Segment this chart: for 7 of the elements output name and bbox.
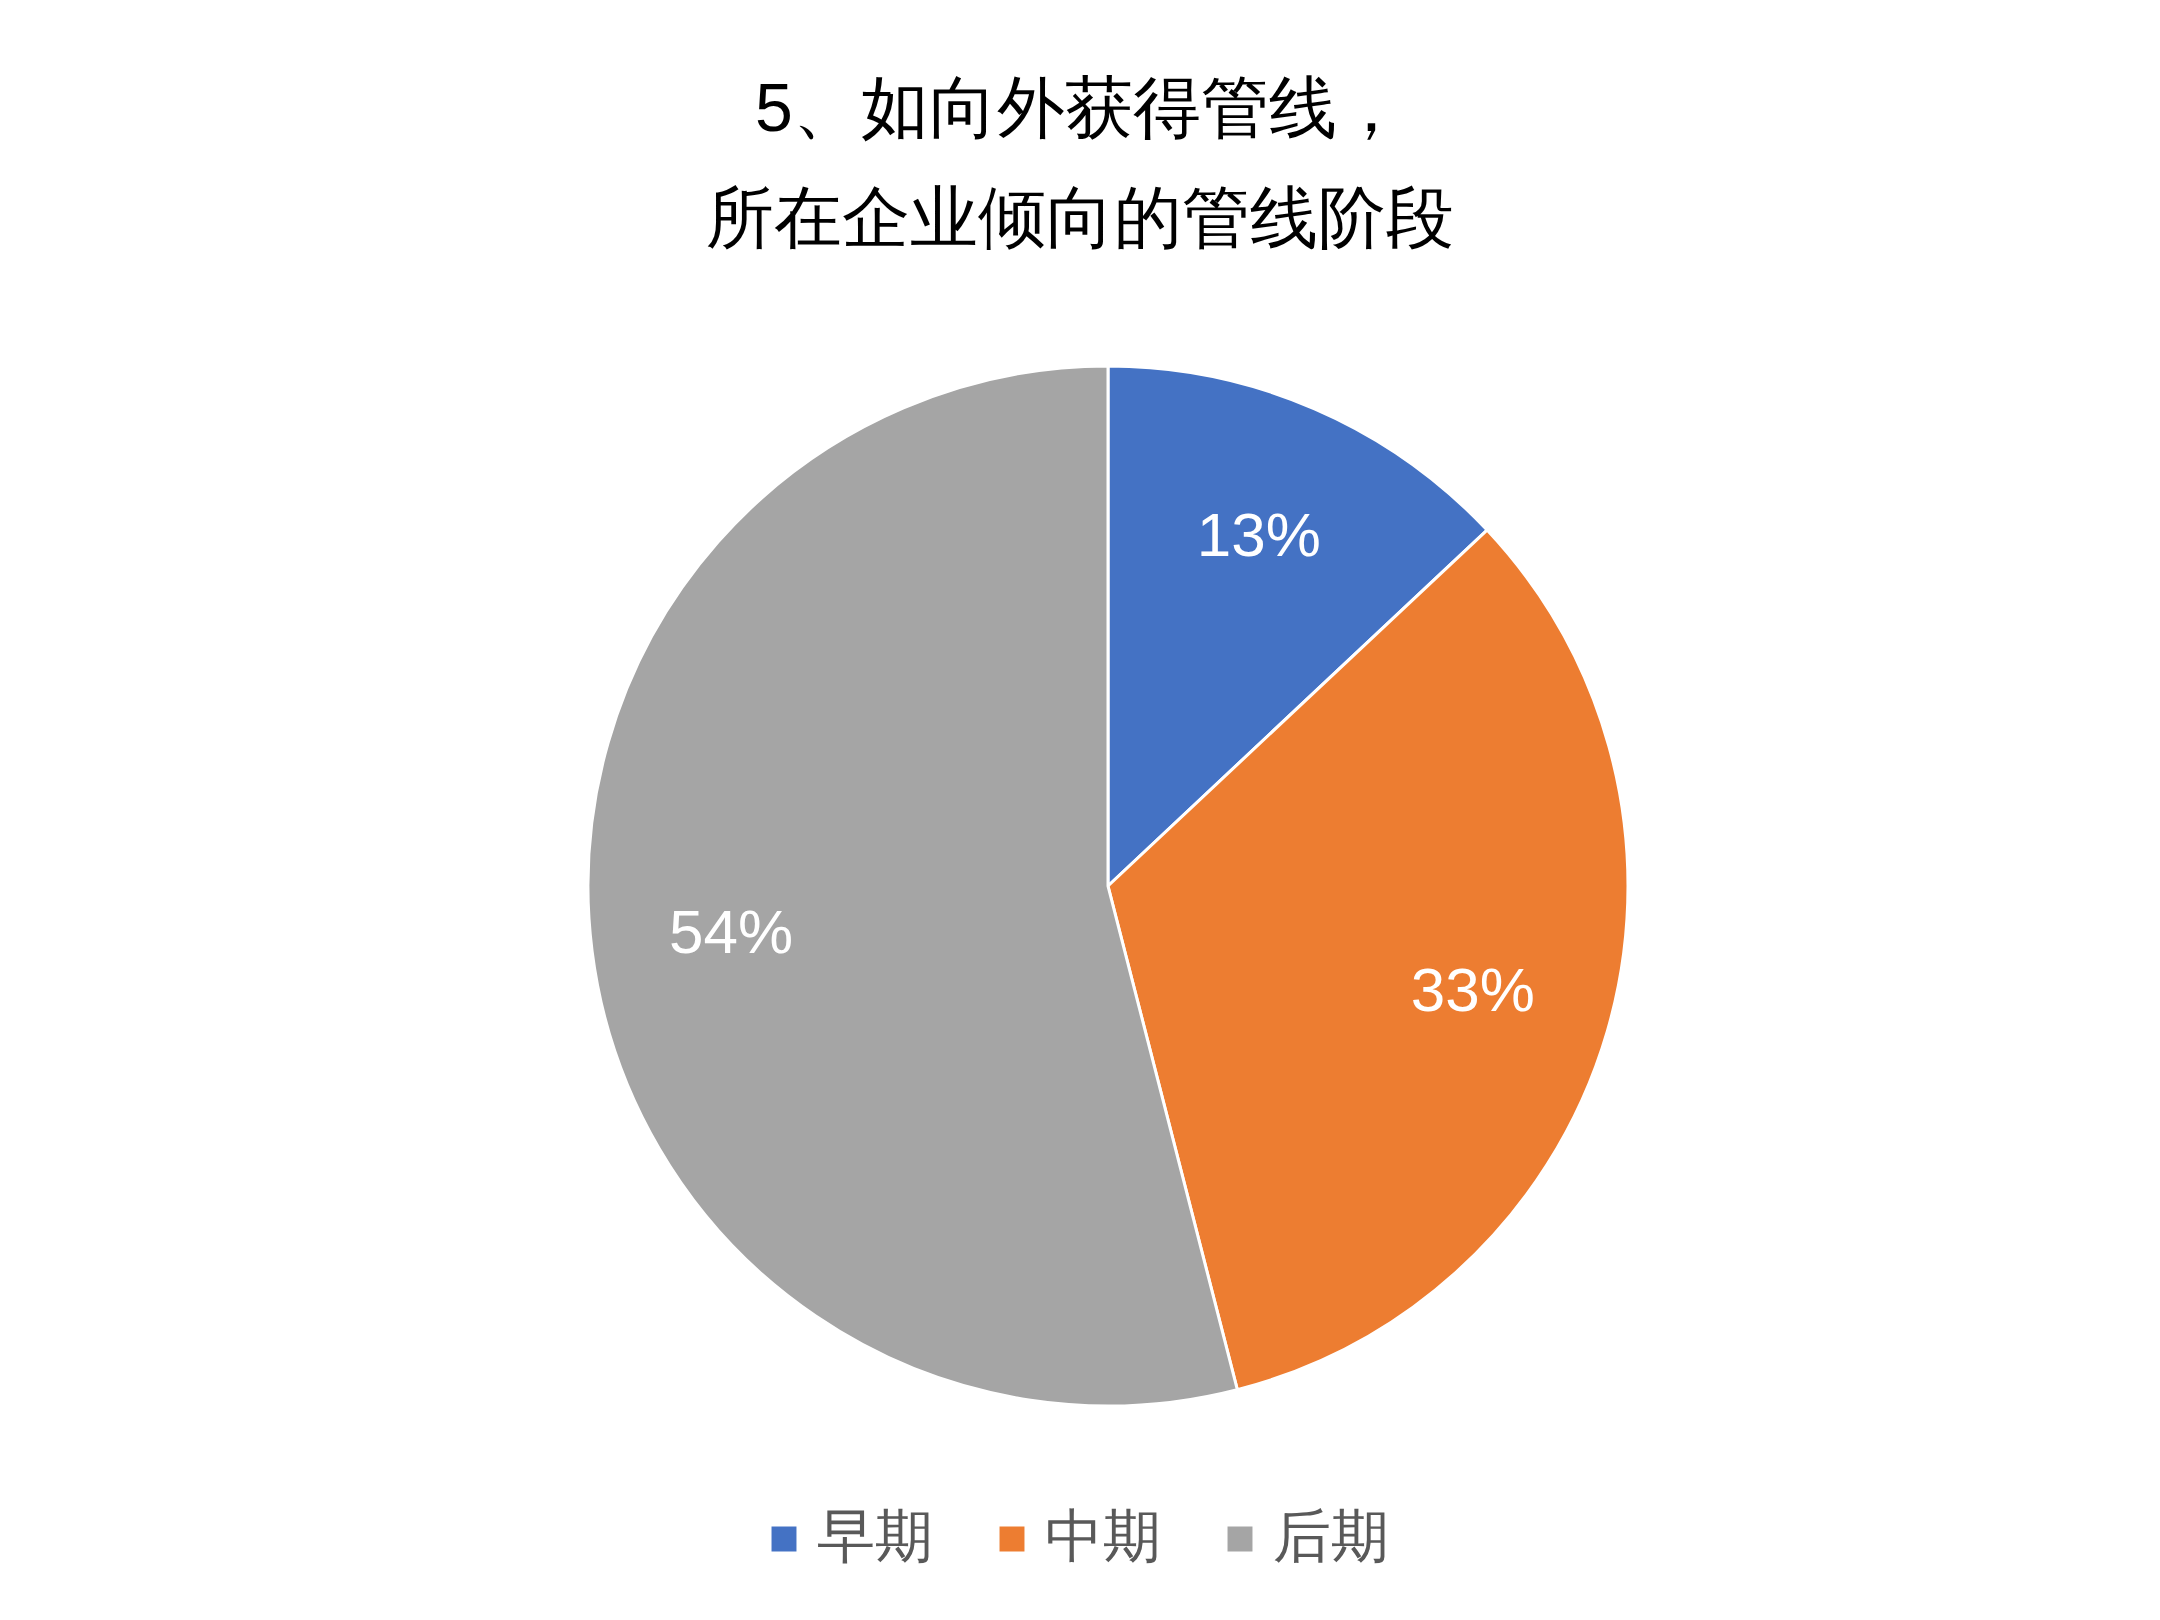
data-label: 54% [668, 896, 794, 966]
data-label: 13% [1196, 500, 1321, 570]
data-label: 33% [1410, 955, 1535, 1025]
legend-label: 早期 [817, 1503, 933, 1568]
legend-label: 中期 [1045, 1503, 1161, 1568]
legend-label: 后期 [1273, 1503, 1389, 1568]
chart-title: 5、如向外获得管线，所在企业倾向的管线阶段 [706, 69, 1454, 255]
